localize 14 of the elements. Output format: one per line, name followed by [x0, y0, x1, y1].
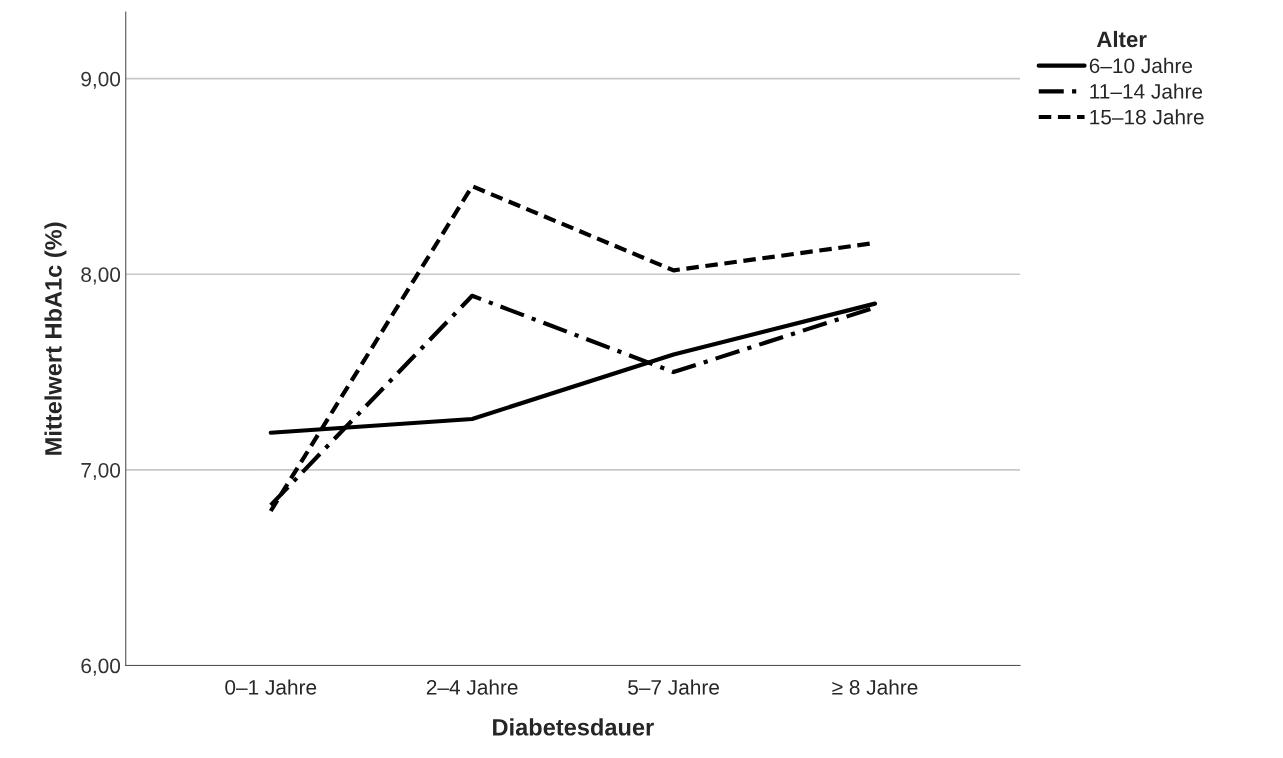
y-axis-title: Mittelwert HbA1c (%) — [44, 222, 67, 455]
legend-title: Alter — [1096, 30, 1147, 48]
x-axis-title: Diabetesdauer — [493, 718, 654, 736]
y-tick-label: 8,00 — [81, 267, 121, 285]
legend-label: 15–18 Jahre — [1090, 109, 1204, 125]
legend-label: 11–14 Jahre — [1090, 83, 1203, 99]
y-tick-label: 7,00 — [81, 462, 121, 481]
x-tick-label: 5–7 Jahre — [628, 679, 719, 695]
x-tick-label: 0–1 Jahre — [225, 679, 317, 695]
legend-label: 6–10 Jahre — [1089, 57, 1193, 74]
y-tick-label: 9,00 — [81, 71, 121, 89]
x-tick-label: 2–4 Jahre — [426, 679, 518, 695]
y-tick-label: 6,00 — [81, 658, 121, 676]
x-tick-label: ≥ 8 Jahre — [832, 679, 918, 695]
